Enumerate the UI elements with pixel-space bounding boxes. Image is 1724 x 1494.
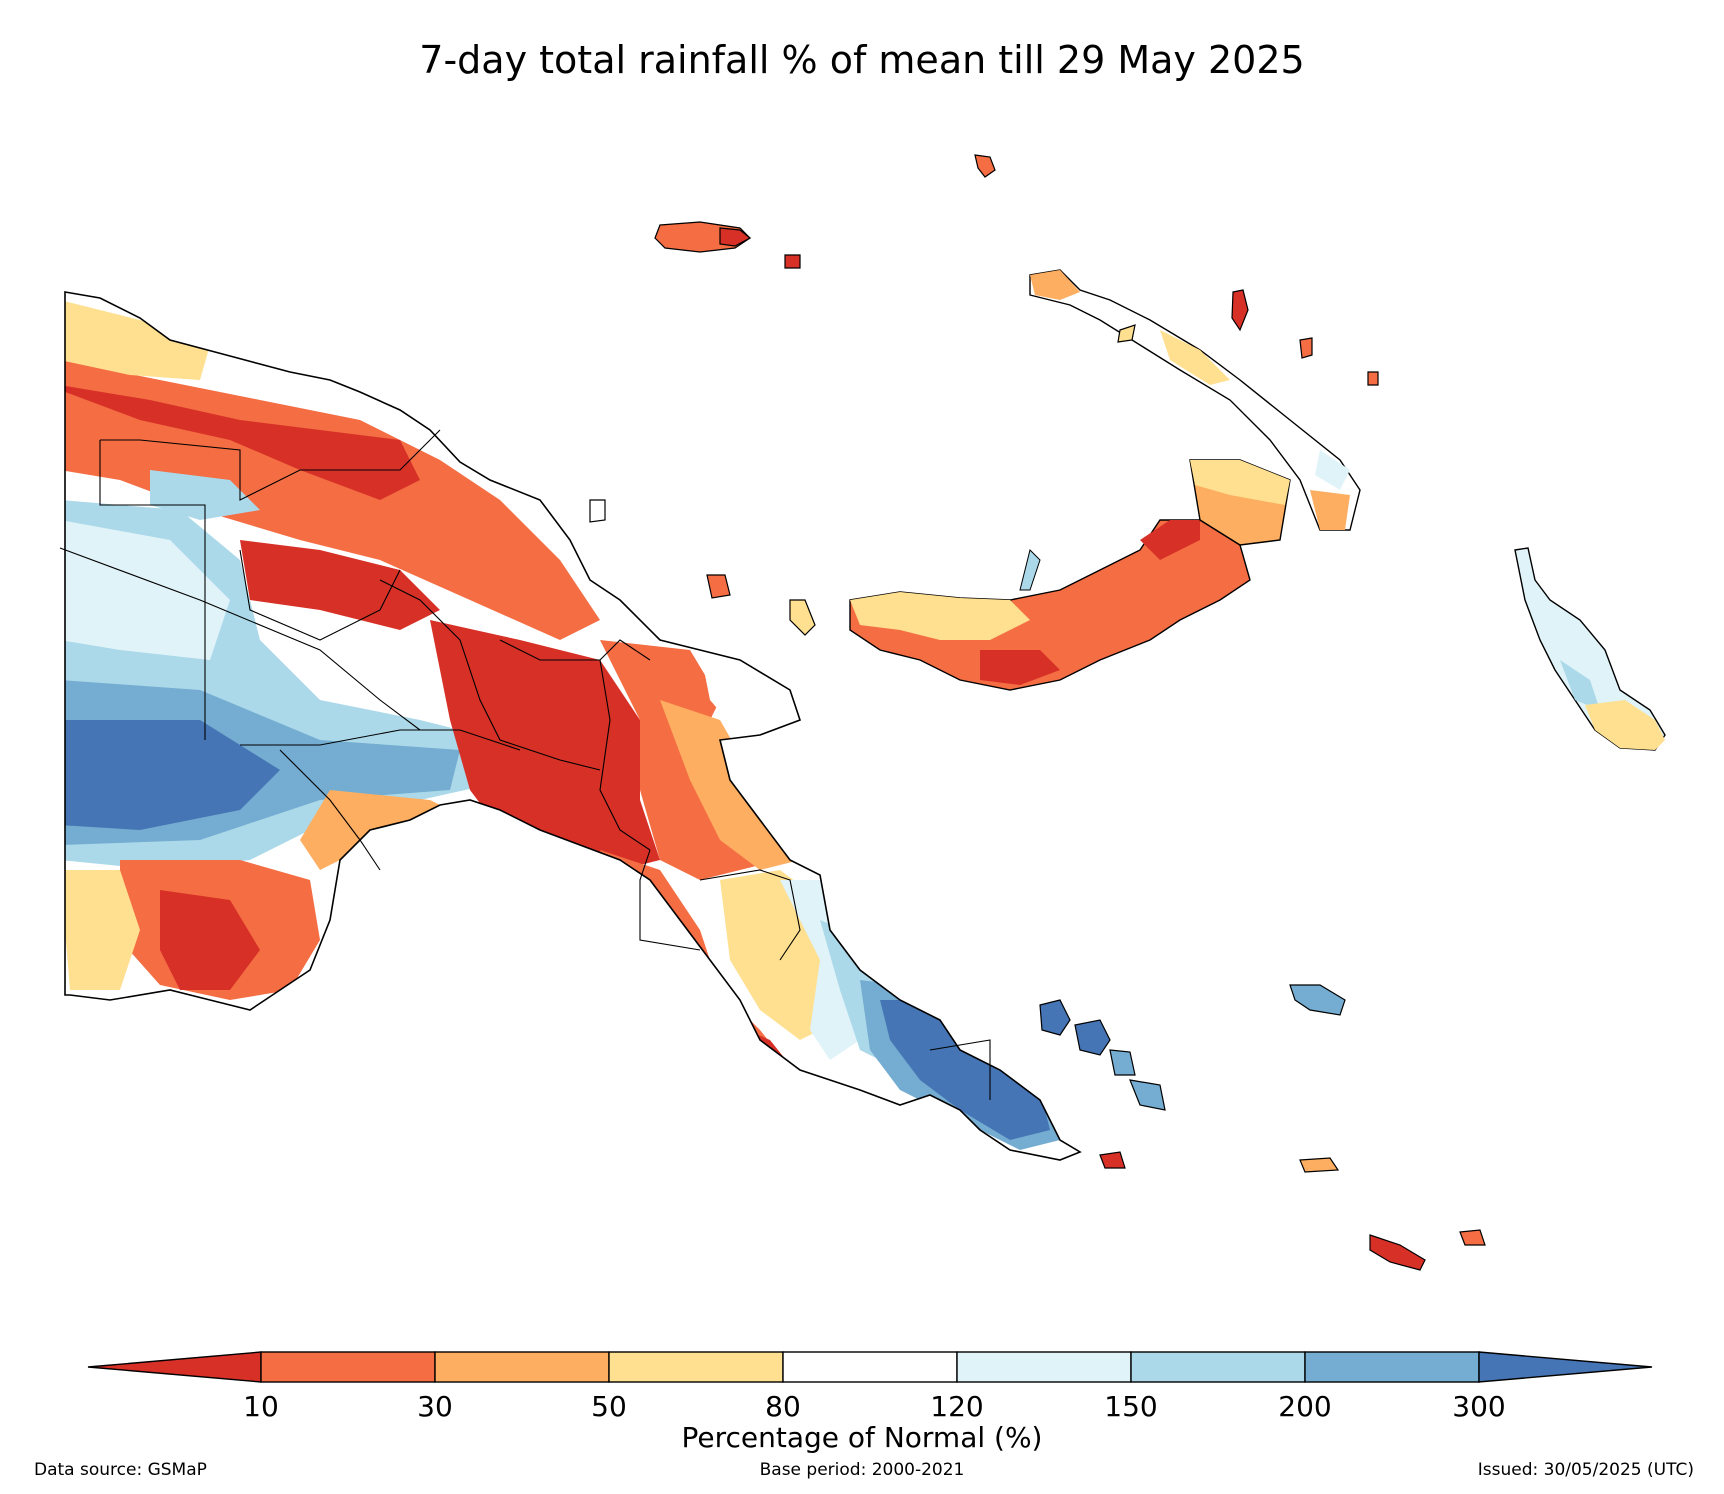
colorbar-tick-200: 200: [1278, 1390, 1332, 1423]
colorbar-segment-120-150: [956, 1351, 1132, 1383]
colorbar-tick-30: 30: [417, 1390, 453, 1423]
colorbar-tick-10: 10: [243, 1390, 279, 1423]
colorbar-tick-50: 50: [591, 1390, 627, 1423]
colorbar-segment-30-50: [434, 1351, 610, 1383]
new-ireland-island: [1029, 269, 1361, 531]
colorbar-segment-50-80: [608, 1351, 784, 1383]
northern-islands: [589, 154, 1379, 636]
colorbar-tick-150: 150: [1104, 1390, 1158, 1423]
colorbar-segment-gt300: [1478, 1351, 1653, 1383]
province-boundaries: [59, 429, 991, 1100]
colorbar-tick-80: 80: [765, 1390, 801, 1423]
colorbar-segment-lt10: [87, 1351, 262, 1383]
eastern-islands: [1039, 984, 1486, 1271]
map-title: 7-day total rainfall % of mean till 29 M…: [419, 38, 1305, 82]
colorbar-segment-80-120: [782, 1351, 958, 1383]
issued-date-note: Issued: 30/05/2025 (UTC): [1477, 1460, 1694, 1480]
colorbar-segment-10-30: [260, 1351, 436, 1383]
bougainville-island: [1514, 547, 1666, 751]
data-source-note: Data source: GSMaP: [34, 1460, 207, 1480]
base-period-note: Base period: 2000-2021: [759, 1460, 965, 1480]
colorbar-label: Percentage of Normal (%): [681, 1421, 1043, 1454]
colorbar-segment-150-200: [1130, 1351, 1306, 1383]
colorbar-tick-300: 300: [1452, 1390, 1506, 1423]
colorbar-segment-200-300: [1304, 1351, 1480, 1383]
colorbar-tick-120: 120: [930, 1390, 984, 1423]
mainland-outline: [64, 291, 1082, 1161]
new-britain-island: [849, 459, 1291, 691]
